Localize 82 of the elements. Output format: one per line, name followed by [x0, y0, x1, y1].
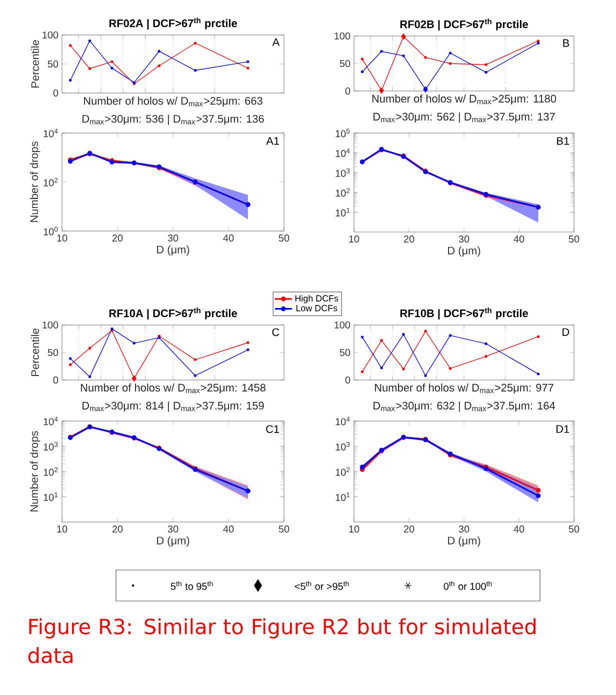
legend-label: High DCFs — [295, 294, 338, 304]
y-tick-label: 50 — [48, 348, 58, 356]
y-tick-label: 10$^{5}$ — [336, 128, 350, 138]
text: D$_{max}$>30μm: 562 | D$_{max}$>37.5μm: 137 — [374, 112, 555, 123]
chart-title: RF02A | DCF>67$^{th}$ prctile — [109, 18, 237, 30]
annotation: C — [272, 328, 280, 336]
annotation: A — [272, 38, 280, 46]
text: D$_{max}$>30μm: 536 | D$_{max}$>37.5μm: 136 — [82, 114, 264, 125]
y-tick-label: 10$^{3}$ — [336, 168, 350, 177]
y-axis-title: Percentile — [30, 328, 40, 376]
y-tick-label: 10$^{1}$ — [336, 208, 350, 216]
x-tick-label: 20 — [112, 234, 123, 242]
x-tick-label: 30 — [168, 526, 178, 533]
x-axis-title: D (μm) — [448, 536, 480, 547]
y-tick-label: 10$^{2}$ — [44, 178, 58, 186]
y-tick-label: 0 — [345, 87, 350, 95]
x-tick-label: 40 — [223, 234, 234, 242]
y-tick-label: 0 — [53, 376, 58, 384]
y-tick-label: 100 — [334, 321, 350, 329]
y-tick-label: 10$^{4}$ — [44, 128, 58, 138]
x-tick-label: 20 — [404, 236, 414, 243]
y-tick-label: 10$^{4}$ — [336, 416, 350, 426]
x-tick-label: 50 — [278, 526, 290, 533]
x-tick-label: 20 — [404, 526, 414, 533]
x-axis-title: D (μm) — [157, 245, 190, 256]
y-tick-label: 10$^{3}$ — [44, 442, 58, 451]
text: Number of holos w/ D$_{max}$>25μm: 1458 — [80, 384, 266, 394]
y-tick-label: 10$^{4}$ — [44, 416, 58, 426]
y-tick-label: 10$^{1}$ — [336, 492, 350, 502]
annotation: D — [562, 328, 570, 336]
x-tick-label: 40 — [223, 526, 234, 533]
x-tick-label: 50 — [568, 236, 580, 243]
x-axis-title: D (μm) — [157, 536, 190, 547]
text: D$_{max}$>30μm: 632 | D$_{max}$>37.5μm: 164 — [374, 402, 556, 412]
x-tick-label: 30 — [458, 236, 470, 243]
x-tick-label: 50 — [568, 526, 580, 533]
x-tick-label: 50 — [278, 234, 290, 242]
text: 5$^{th}$ to 95$^{th}$ — [170, 581, 213, 590]
annotation: B — [563, 39, 570, 47]
x-axis-title: D (μm) — [448, 246, 480, 257]
y-tick-label: 50 — [48, 60, 58, 68]
x-tick-label: 40 — [514, 526, 524, 533]
annotation: B1 — [557, 137, 570, 145]
y-tick-label: 10$^{0}$ — [44, 226, 58, 236]
x-tick-label: 10 — [349, 236, 360, 243]
x-tick-label: 10 — [57, 234, 68, 242]
y-tick-label: 100 — [334, 32, 350, 40]
y-tick-label: 100 — [42, 31, 58, 39]
x-tick-label: 10 — [349, 526, 360, 533]
chart-title: RF10B | DCF>67$^{th}$ prctile — [400, 308, 528, 320]
y-tick-label: 0 — [53, 89, 58, 97]
text: Number of holos w/ D$_{max}$>25μm: 663 — [84, 96, 262, 107]
annotation: C1 — [266, 425, 280, 433]
y-tick-label: 10$^{2}$ — [336, 467, 350, 476]
text: <5$^{th}$ or >95$^{th}$ — [294, 581, 349, 590]
y-axis-title: Percentile — [30, 40, 40, 88]
text: Number of holos w/ D$_{max}$>25μm: 1180 — [372, 94, 556, 105]
x-tick-label: 10 — [57, 526, 68, 533]
x-tick-label: 30 — [168, 234, 178, 242]
text: D$_{max}$>30μm: 814 | D$_{max}$>37.5μm: 159 — [82, 402, 264, 412]
x-tick-label: 30 — [458, 526, 470, 533]
y-tick-label: 0 — [345, 376, 350, 384]
x-tick-label: 20 — [112, 526, 123, 533]
legend-label: Low DCFs — [296, 304, 338, 312]
text: Number of holos w/ D$_{max}$>25μm: 977 — [375, 384, 554, 394]
y-tick-label: 10$^{1}$ — [44, 492, 58, 502]
caption: Figure R3: Similar to Figure R2 but for simulated data — [28, 618, 536, 664]
y-tick-label: 10$^{2}$ — [44, 467, 58, 476]
chart-title: RF10A | DCF>67$^{th}$ prctile — [109, 308, 237, 320]
annotation: D1 — [556, 425, 570, 433]
x-tick-label: 40 — [514, 236, 524, 243]
y-axis-title: Number of drops — [30, 431, 40, 512]
y-axis-title: Number of drops — [30, 142, 40, 222]
y-tick-label: 10$^{2}$ — [336, 188, 350, 197]
y-tick-label: 50 — [340, 348, 350, 356]
y-tick-label: 10$^{3}$ — [336, 442, 350, 451]
text: 0$^{th}$ or 100$^{th}$ — [444, 581, 492, 590]
y-tick-label: 10$^{4}$ — [336, 148, 350, 158]
annotation: A1 — [266, 137, 280, 145]
chart-title: RF02B | DCF>67$^{th}$ prctile — [400, 18, 528, 31]
y-tick-label: 50 — [340, 60, 350, 68]
y-tick-label: 100 — [42, 321, 58, 329]
